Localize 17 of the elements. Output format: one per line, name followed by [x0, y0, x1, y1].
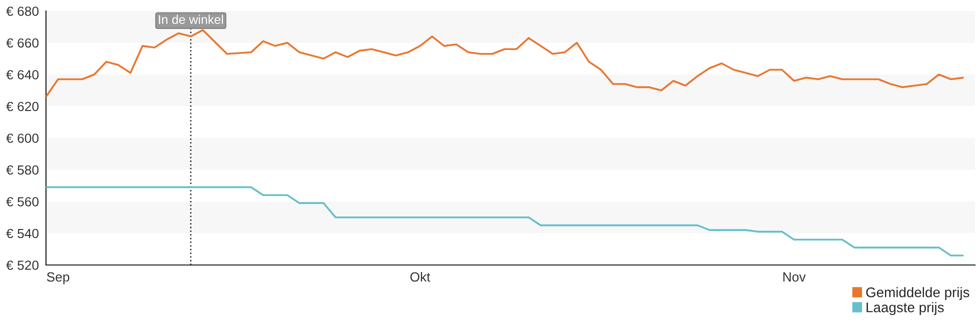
ref-line-label: In de winkel	[158, 14, 223, 24]
y-tick-label: € 520	[6, 260, 39, 270]
y-tick-label: € 660	[6, 38, 39, 48]
x-tick-label: Nov	[783, 272, 806, 282]
y-tick-label: € 640	[6, 70, 39, 80]
legend-label: Laagste prijs	[866, 302, 944, 316]
y-tick-label: € 680	[6, 6, 39, 16]
line-series	[46, 186, 964, 256]
y-tick-label: € 580	[6, 165, 39, 175]
y-tick-label: € 620	[6, 102, 39, 112]
y-tick-label: € 540	[6, 228, 39, 238]
y-tick-label: € 600	[6, 134, 39, 143]
x-tick-label: Okt	[410, 272, 430, 282]
y-tick-label: € 560	[6, 197, 39, 206]
line-series	[46, 29, 964, 98]
x-tick-label: Sep	[46, 272, 70, 284]
legend-label: Gemiddelde prijs	[866, 287, 970, 300]
